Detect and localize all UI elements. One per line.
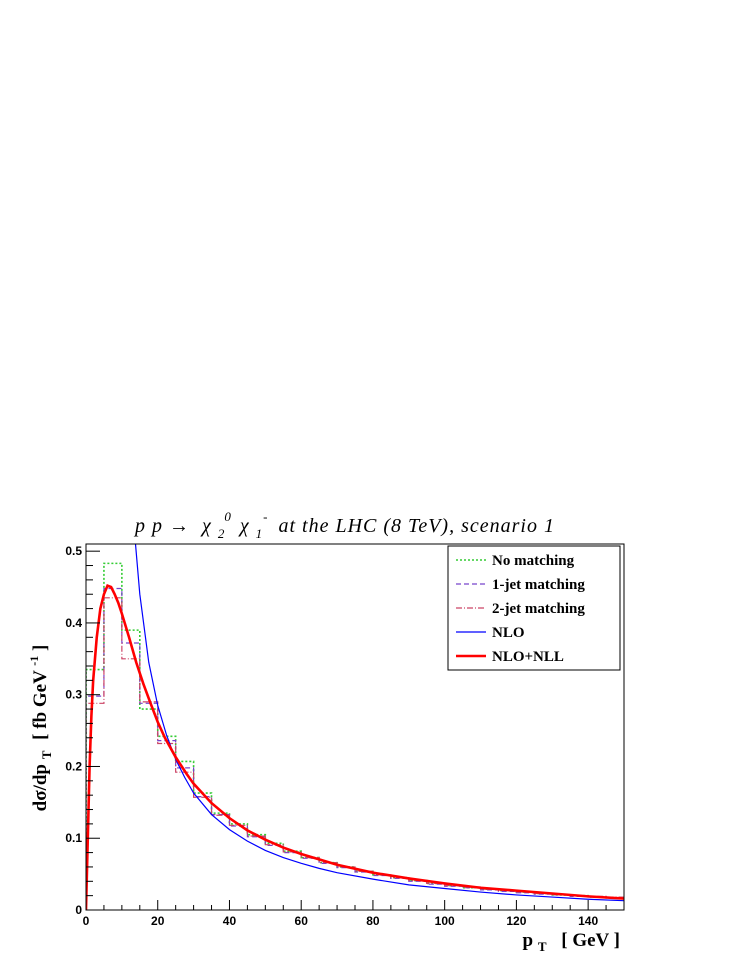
legend-label: No matching — [492, 553, 575, 569]
series-line-1 — [86, 562, 624, 910]
series-line-5 — [86, 583, 624, 910]
x-tick-label: 100 — [435, 914, 455, 928]
y-axis-title-unit: [ fb GeV — [30, 670, 51, 740]
y-axis-title-sub: T — [39, 750, 54, 759]
legend-box — [447, 545, 621, 671]
y-axis-title-unit-sup: -1 — [27, 656, 41, 666]
x-axis-title-sub: T — [538, 939, 547, 954]
y-axis-title-unit-close: ] — [30, 645, 51, 651]
y-axis-title: dσ/dp T [ fb GeV -1 ] — [22, 645, 56, 812]
y-tick-label: 0 — [75, 903, 82, 917]
x-axis-title: p T [ GeV ] — [523, 930, 621, 956]
x-tick-label: 40 — [223, 914, 237, 928]
title-chi-chargino-sup: - — [263, 509, 268, 524]
x-tick-label: 80 — [366, 914, 380, 928]
title-chi-chargino: χ — [238, 515, 250, 537]
series-line-4 — [134, 544, 624, 902]
y-axis-title-main: dσ/dp — [30, 764, 51, 811]
y-tick-label: 0.5 — [65, 544, 82, 558]
x-tick-label: 20 — [151, 914, 165, 928]
x-tick-label: 140 — [578, 914, 598, 928]
title-chi-chargino-sub: 1 — [256, 526, 264, 541]
y-tick-label: 0.2 — [65, 759, 82, 773]
legend: No matching 1-jet matching 2-jet matching N… — [447, 545, 621, 671]
x-tick-label: 60 — [295, 914, 309, 928]
title-prefix: p p → — [133, 515, 190, 537]
x-tick-label: 120 — [506, 914, 526, 928]
chart-title: p p → χ 2 0 χ 1 - at the LHC (8 TeV), sc… — [133, 504, 555, 543]
axes-layer: 0 20 40 60 80 100 120 140 0 0.1 0.2 0.3 0.4 0.5 — [65, 543, 625, 928]
series-layer — [86, 544, 624, 910]
legend-label: 2-jet matching — [492, 601, 585, 617]
x-axis-title-main: p — [523, 930, 534, 951]
legend-label: NLO — [492, 625, 525, 641]
y-tick-label: 0.1 — [65, 831, 82, 845]
title-chi-neutralino: χ — [200, 515, 212, 537]
title-suffix: at the LHC (8 TeV), scenario 1 — [278, 515, 554, 537]
x-tick-label: 0 — [83, 914, 90, 928]
legend-label: 1-jet matching — [492, 577, 585, 593]
y-tick-label: 0.3 — [65, 688, 82, 702]
title-chi-neutralino-sub: 2 — [218, 526, 226, 541]
legend-label: NLO+NLL — [492, 649, 564, 665]
title-chi-neutralino-sup: 0 — [224, 509, 232, 524]
x-axis-title-unit: [ GeV ] — [561, 930, 620, 951]
series-line-3 — [86, 597, 624, 910]
y-tick-label: 0.4 — [65, 616, 82, 630]
